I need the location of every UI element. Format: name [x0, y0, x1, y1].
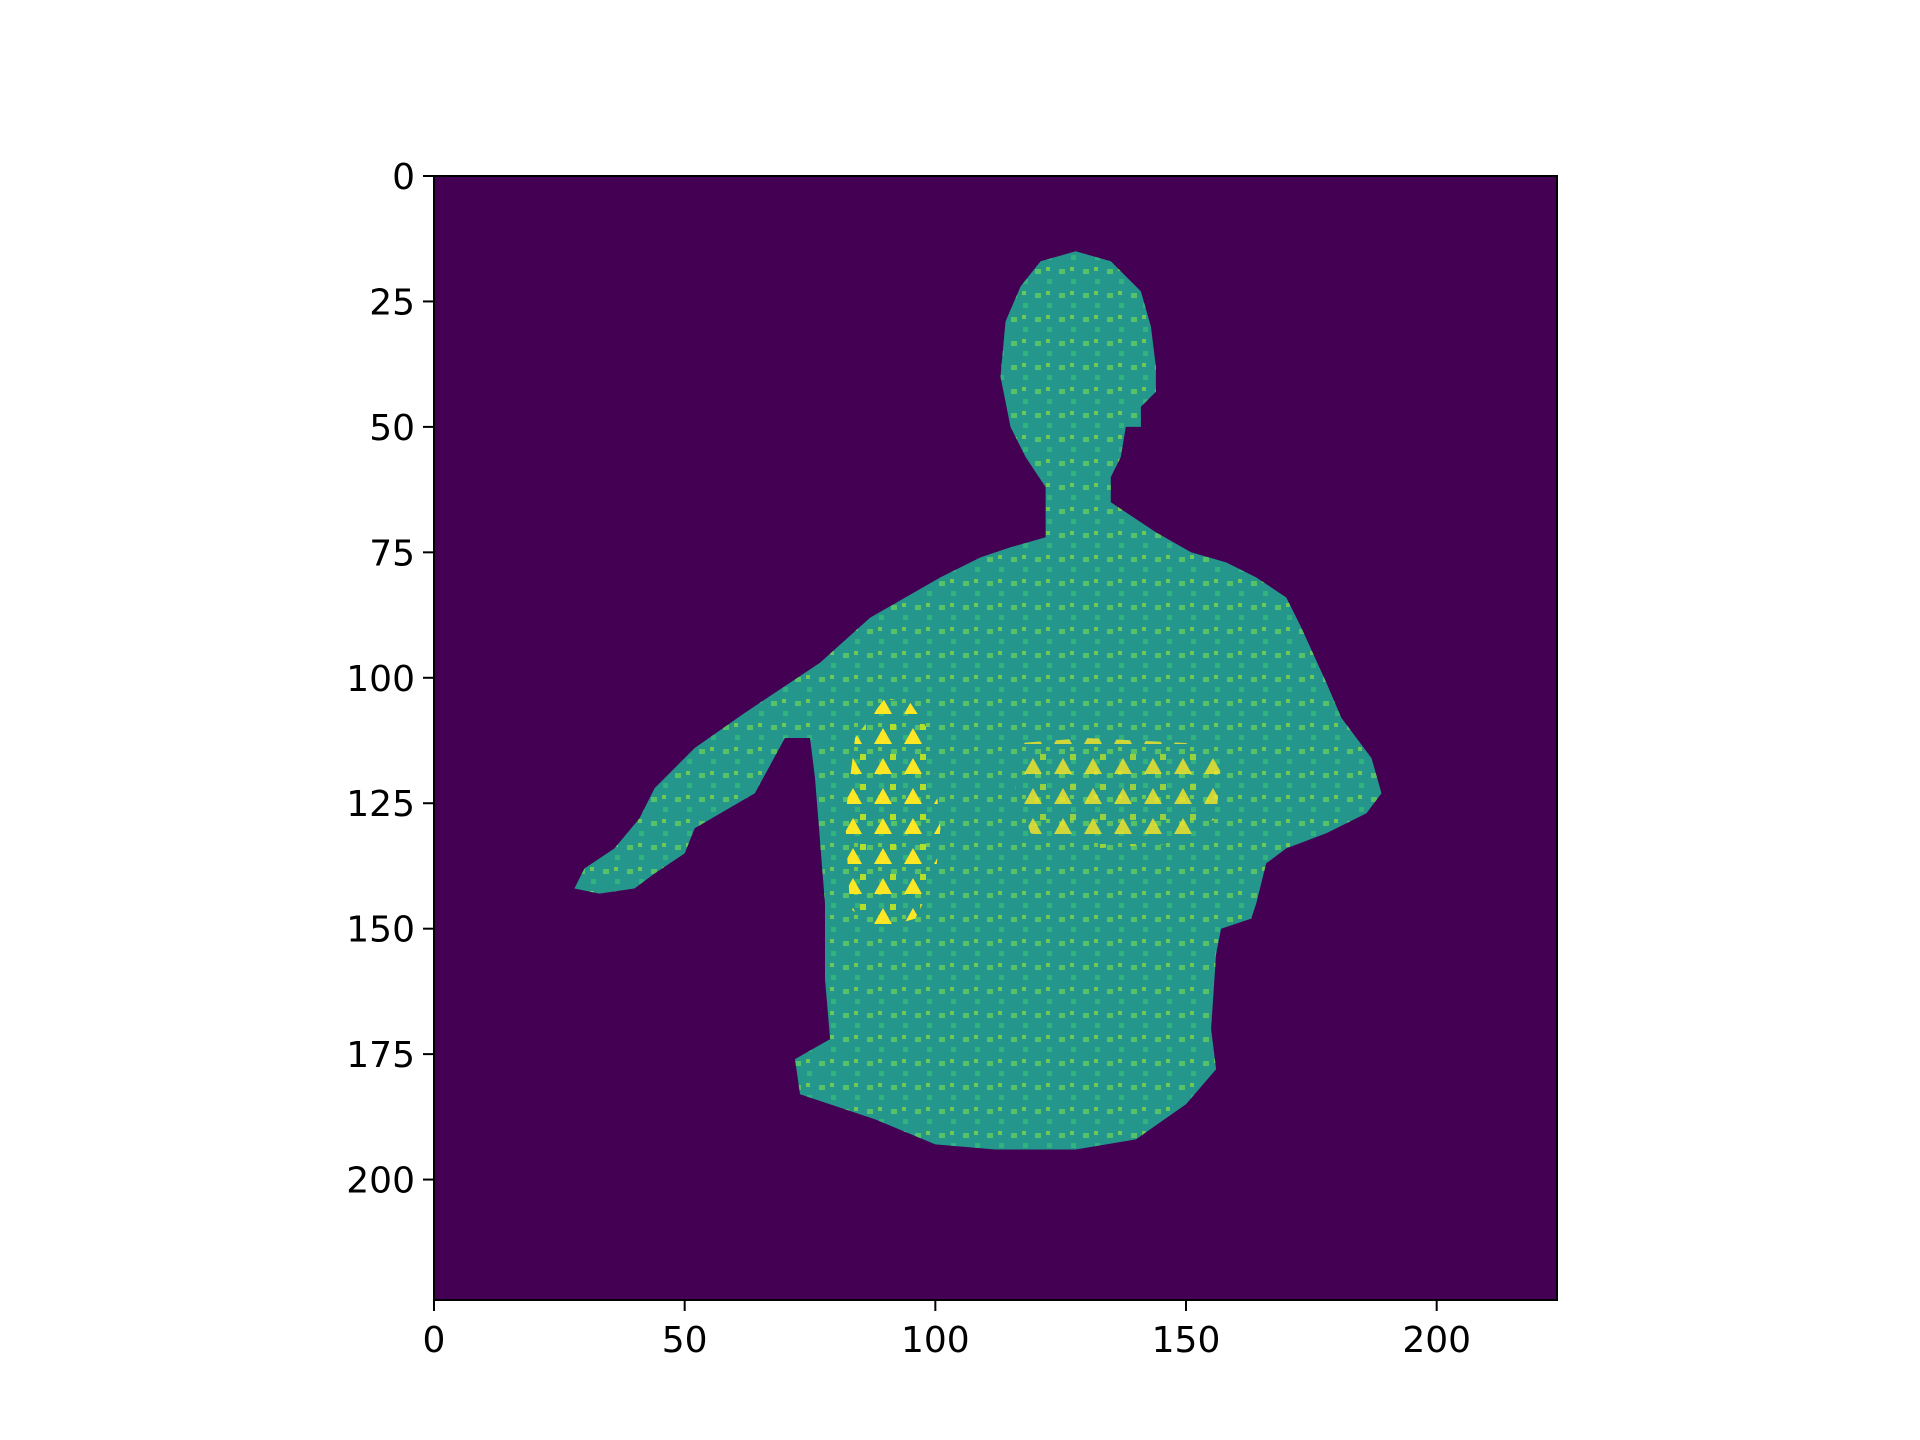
y-tick-label: 0	[392, 157, 415, 198]
y-tick-label: 25	[369, 282, 415, 323]
x-tick-label: 200	[1402, 1320, 1471, 1361]
bright-mesh-region-left	[845, 697, 941, 929]
x-tick-label: 0	[423, 1320, 446, 1361]
y-tick-label: 100	[346, 659, 415, 700]
x-tick-label: 100	[901, 1320, 970, 1361]
x-tick-label: 50	[662, 1320, 708, 1361]
plot-frame	[433, 175, 1558, 1301]
bright-mesh-region-chest	[1015, 738, 1222, 849]
y-tick-label: 125	[346, 784, 415, 825]
y-tick-label: 150	[346, 910, 415, 951]
x-axis: 0 50 100 150 200	[423, 1300, 1471, 1361]
x-tick-label: 150	[1152, 1320, 1221, 1361]
body-mesh-texture	[574, 251, 1382, 1150]
y-tick-label: 200	[346, 1161, 415, 1202]
y-axis: 0 25 50 75 100 125 150 175 200	[346, 157, 434, 1202]
y-tick-label: 75	[369, 533, 415, 574]
y-tick-label: 50	[369, 408, 415, 449]
plot-area	[434, 176, 1557, 1300]
y-tick-label: 175	[346, 1035, 415, 1076]
